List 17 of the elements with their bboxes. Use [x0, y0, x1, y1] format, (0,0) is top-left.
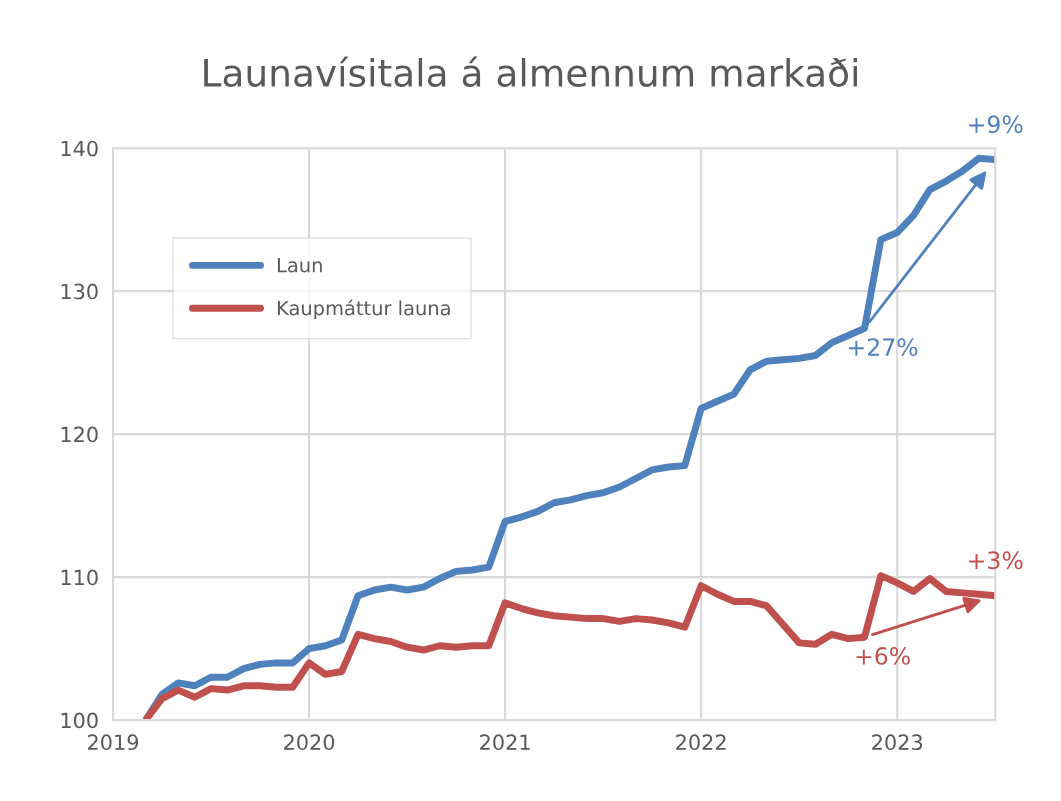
annotation: +6% [856, 647, 910, 665]
y-tick-label: 120 [61, 426, 98, 443]
x-tick-label: 2019 [88, 734, 139, 751]
x-tick-label: 2020 [284, 734, 335, 751]
y-tick-label: 100 [61, 712, 98, 729]
y-tick-label: 140 [61, 140, 98, 157]
legend-label: Laun [277, 258, 322, 273]
annotation: +9% [969, 115, 1023, 134]
y-tick-label: 110 [61, 569, 98, 586]
x-tick-label: 2022 [676, 734, 726, 751]
x-tick-label: 2021 [480, 734, 530, 751]
x-tick-label: 2023 [872, 734, 923, 751]
annotation: +3% [969, 551, 1023, 570]
legend-label: Kaupmáttur launa [277, 299, 450, 320]
annotation: +27% [848, 338, 918, 357]
y-tick-label: 130 [61, 283, 98, 300]
chart-title: Launavísitala á almennum markaði [204, 56, 857, 87]
